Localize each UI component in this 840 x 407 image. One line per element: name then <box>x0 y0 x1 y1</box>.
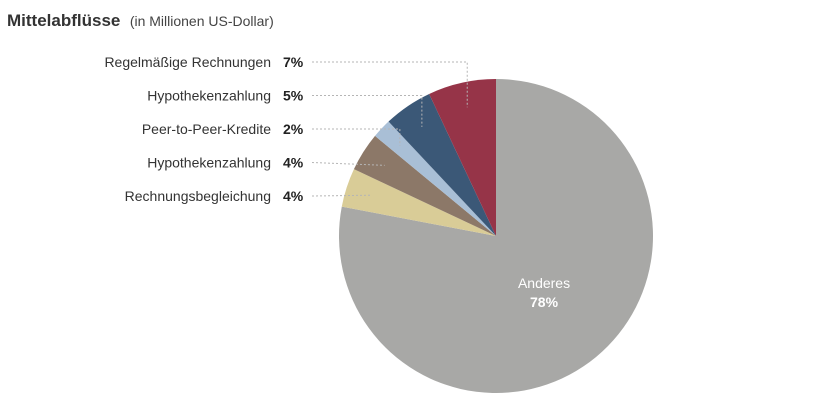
leader-line-2 <box>311 162 385 166</box>
leader-lines <box>311 61 468 197</box>
pie-slice-0 <box>339 79 654 394</box>
slice-label-3: Peer-to-Peer-Kredite <box>142 121 271 137</box>
pie-slice-3 <box>375 121 496 236</box>
pie-slice-4 <box>388 93 496 236</box>
leader-line-5 <box>312 61 468 108</box>
slice-percent-0: 78% <box>530 294 559 310</box>
chart-title-main: Mittelabflüsse <box>7 11 120 30</box>
leader-line-4 <box>312 95 423 127</box>
slice-labels: Regelmäßige Rechnungen 7% Hypothekenzahlun… <box>104 54 303 204</box>
slice-percent-1: 4% <box>283 188 304 204</box>
slice-label-4: Hypothekenzahlung <box>147 88 271 104</box>
chart-subtitle: (in Millionen US-Dollar) <box>130 13 274 29</box>
chart-title: Mittelabflüsse (in Millionen US-Dollar) <box>7 11 274 30</box>
slice-label-5: Regelmäßige Rechnungen <box>104 54 271 70</box>
pie-slice-1 <box>341 169 496 236</box>
leader-line-3 <box>312 128 401 146</box>
slice-label-2: Hypothekenzahlung <box>147 155 271 171</box>
slice-percent-2: 4% <box>283 155 304 171</box>
leader-line-1 <box>311 194 371 197</box>
inner-label: Anderes 78% <box>518 275 570 310</box>
pie-slices <box>339 79 654 394</box>
slice-label-1: Rechnungsbegleichung <box>125 188 271 204</box>
slice-label-0: Anderes <box>518 275 570 291</box>
pie-slice-2 <box>353 135 496 236</box>
slice-percent-4: 5% <box>283 88 304 104</box>
pie-slice-5 <box>429 79 496 236</box>
slice-percent-3: 2% <box>283 121 304 137</box>
slice-percent-5: 7% <box>283 54 304 70</box>
